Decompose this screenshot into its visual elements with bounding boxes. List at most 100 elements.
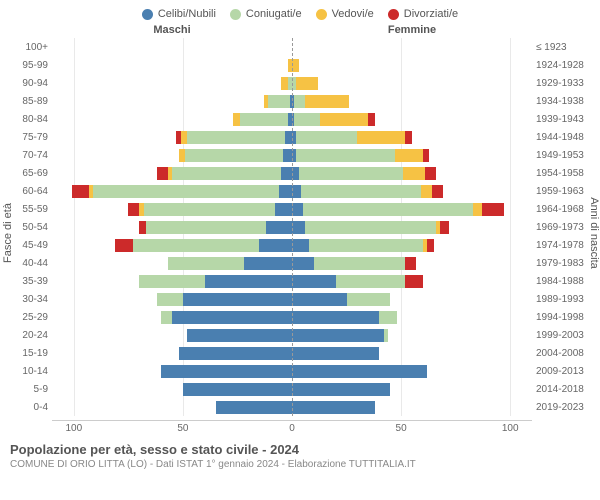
bar-segment-celibi — [283, 149, 292, 162]
bar-segment-celibi — [244, 257, 292, 270]
bar-segment-celibi — [161, 365, 292, 378]
female-barstack — [292, 149, 429, 162]
male-half — [52, 326, 292, 344]
year-label: 1984-1988 — [532, 272, 596, 290]
female-half — [292, 362, 532, 380]
plot-area: Fasce di età Anni di nascita 100+95-9990… — [4, 38, 596, 416]
bar-segment-divorziati — [368, 113, 375, 126]
age-label: 25-29 — [4, 308, 52, 326]
age-label: 75-79 — [4, 128, 52, 146]
bar-segment-vedovi — [395, 149, 423, 162]
female-barstack — [292, 131, 412, 144]
pyramid-row — [52, 128, 532, 146]
year-label: 1954-1958 — [532, 164, 596, 182]
y-axis-label-right: Anni di nascita — [588, 197, 600, 269]
female-barstack — [292, 113, 375, 126]
bar-segment-coniugati — [303, 203, 473, 216]
year-label: 1959-1963 — [532, 182, 596, 200]
x-tick: 100 — [502, 423, 519, 434]
bar-segment-coniugati — [294, 113, 320, 126]
x-tick: 100 — [65, 423, 82, 434]
bar-segment-celibi — [292, 347, 379, 360]
year-label: 1999-2003 — [532, 326, 596, 344]
y-axis-year-labels: ≤ 19231924-19281929-19331934-19381939-19… — [532, 38, 596, 416]
age-label: 0-4 — [4, 398, 52, 416]
population-pyramid-chart: Celibi/NubiliConiugati/eVedovi/eDivorzia… — [0, 0, 600, 474]
male-barstack — [233, 113, 292, 126]
female-barstack — [292, 185, 443, 198]
legend-item: Coniugati/e — [230, 8, 302, 20]
female-half — [292, 272, 532, 290]
female-barstack — [292, 167, 436, 180]
female-barstack — [292, 347, 379, 360]
pyramid-row — [52, 308, 532, 326]
bar-segment-coniugati — [144, 203, 275, 216]
female-half — [292, 56, 532, 74]
male-half — [52, 164, 292, 182]
pyramid-row — [52, 92, 532, 110]
bar-segment-coniugati — [309, 239, 422, 252]
bar-segment-divorziati — [128, 203, 139, 216]
year-label: 1969-1973 — [532, 218, 596, 236]
male-barstack — [264, 95, 292, 108]
female-half — [292, 146, 532, 164]
pyramid-row — [52, 236, 532, 254]
pyramid-row — [52, 398, 532, 416]
male-barstack — [157, 293, 292, 306]
bar-segment-vedovi — [403, 167, 425, 180]
bar-segment-coniugati — [301, 185, 421, 198]
female-barstack — [292, 383, 390, 396]
bar-segment-coniugati — [93, 185, 278, 198]
legend-label: Celibi/Nubili — [158, 8, 216, 20]
bar-segment-coniugati — [240, 113, 288, 126]
female-half — [292, 164, 532, 182]
female-half — [292, 326, 532, 344]
bar-segment-celibi — [292, 275, 336, 288]
male-half — [52, 38, 292, 56]
female-barstack — [292, 59, 299, 72]
bar-segment-celibi — [292, 221, 305, 234]
bar-segment-coniugati — [133, 239, 260, 252]
male-half — [52, 74, 292, 92]
pyramid-row — [52, 110, 532, 128]
bar-segment-celibi — [292, 365, 427, 378]
male-half — [52, 56, 292, 74]
chart-subtitle: COMUNE DI ORIO LITTA (LO) - Dati ISTAT 1… — [10, 459, 596, 470]
pyramid-row — [52, 56, 532, 74]
legend-label: Divorziati/e — [404, 8, 458, 20]
pyramid-row — [52, 290, 532, 308]
female-barstack — [292, 275, 423, 288]
bar-segment-coniugati — [187, 131, 285, 144]
bar-segment-coniugati — [157, 293, 183, 306]
bar-segment-divorziati — [72, 185, 89, 198]
age-label: 90-94 — [4, 74, 52, 92]
female-barstack — [292, 95, 349, 108]
male-barstack — [168, 257, 292, 270]
female-half — [292, 110, 532, 128]
bar-segment-celibi — [187, 329, 292, 342]
bar-segment-coniugati — [336, 275, 406, 288]
legend: Celibi/NubiliConiugati/eVedovi/eDivorzia… — [4, 8, 596, 20]
bar-segment-celibi — [275, 203, 292, 216]
bar-segment-divorziati — [405, 131, 412, 144]
female-barstack — [292, 77, 318, 90]
year-label: 1939-1943 — [532, 110, 596, 128]
age-label: 70-74 — [4, 146, 52, 164]
year-label: 1934-1938 — [532, 92, 596, 110]
male-barstack — [161, 365, 292, 378]
bar-segment-celibi — [183, 293, 292, 306]
bar-segment-celibi — [292, 383, 390, 396]
male-barstack — [179, 347, 292, 360]
male-half — [52, 308, 292, 326]
bar-segment-coniugati — [161, 311, 172, 324]
y-axis-label-left: Fasce di età — [2, 203, 14, 263]
bar-segment-vedovi — [305, 95, 349, 108]
bar-segment-coniugati — [146, 221, 266, 234]
male-half — [52, 182, 292, 200]
male-half — [52, 290, 292, 308]
year-label: 1929-1933 — [532, 74, 596, 92]
male-barstack — [216, 401, 292, 414]
bar-segment-vedovi — [421, 185, 432, 198]
age-label: 20-24 — [4, 326, 52, 344]
female-half — [292, 74, 532, 92]
